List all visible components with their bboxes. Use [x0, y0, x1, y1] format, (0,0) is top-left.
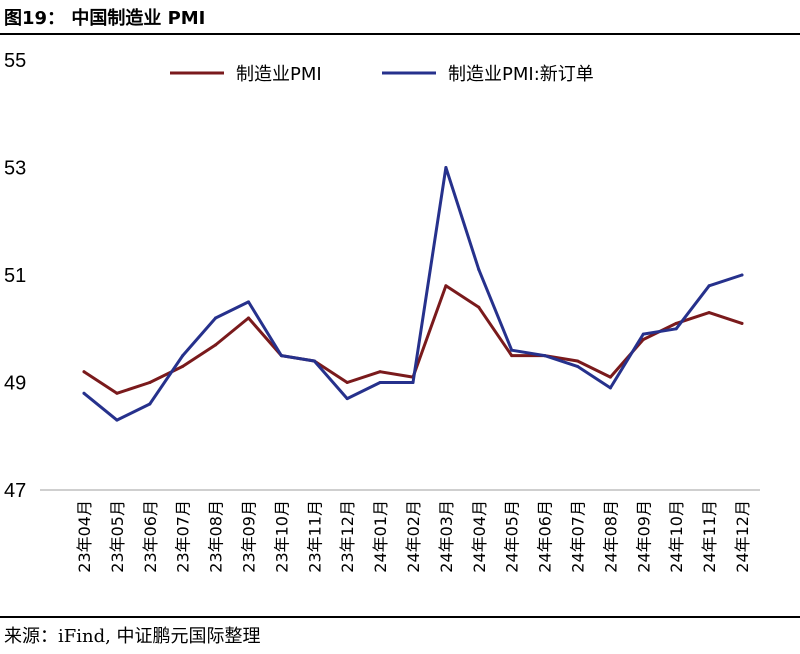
x-tick-label: 24年11月 — [700, 500, 719, 573]
y-tick-label: 55 — [4, 50, 26, 72]
series-2-point — [477, 268, 481, 272]
top-rule — [0, 33, 800, 35]
x-tick-label: 23年07月 — [174, 500, 193, 573]
x-tick-label: 24年05月 — [503, 500, 522, 573]
series-1-point — [641, 338, 645, 341]
y-tick-label: 53 — [4, 158, 26, 180]
x-tick-label: 24年02月 — [404, 500, 423, 573]
series-1-point — [247, 316, 250, 320]
series-1-point — [576, 359, 579, 363]
series-2-point — [115, 418, 119, 422]
x-tick-label: 23年09月 — [240, 500, 259, 573]
legend-label-1: 制造业PMI — [236, 64, 322, 85]
series-1-point — [674, 321, 678, 325]
series-2-point — [411, 381, 415, 384]
series-2-point — [214, 316, 218, 320]
series-1-point — [148, 381, 152, 384]
x-tick-label: 24年12月 — [733, 500, 752, 573]
series-1-point — [510, 354, 514, 358]
x-tick-label: 23年08月 — [207, 500, 226, 573]
x-tick-label: 23年12月 — [338, 500, 357, 573]
source-note: 来源：iFind, 中证鹏元国际整理 — [4, 626, 261, 647]
y-tick-label: 51 — [4, 265, 26, 287]
y-tick-label: 47 — [4, 480, 26, 502]
series-2-point — [510, 348, 514, 352]
series-2-point — [641, 332, 645, 336]
y-tick-label: 49 — [4, 373, 26, 395]
series-2-point — [247, 300, 250, 304]
series-1-point — [181, 364, 185, 368]
x-tick-label: 23年06月 — [141, 500, 160, 573]
bottom-rule — [0, 616, 800, 618]
series-2-point — [279, 354, 283, 358]
series-1-point — [608, 375, 612, 379]
series-2-point — [148, 402, 152, 406]
x-tick-label: 23年10月 — [272, 500, 291, 573]
series-1-point — [214, 343, 218, 347]
x-tick-label: 24年07月 — [569, 500, 588, 573]
series-2-point — [444, 166, 448, 169]
pmi-line-chart: 47 49 51 53 55 23年04月 23年05月 23年06月 23年07月 23年08月… — [4, 50, 760, 573]
series-2-point — [740, 273, 744, 277]
x-tick-label: 24年03月 — [437, 500, 456, 573]
series-2-point — [543, 354, 547, 358]
x-tick-label: 24年01月 — [371, 500, 390, 573]
x-tick-label: 24年08月 — [601, 500, 620, 573]
x-tick-label: 24年09月 — [634, 500, 653, 573]
series-1-point — [82, 370, 86, 374]
figure-title: 图19： 中国制造业 PMI — [4, 8, 206, 29]
x-tick-label: 23年11月 — [305, 500, 324, 573]
series-2-point — [378, 381, 382, 384]
series-1-point — [740, 321, 744, 325]
series-2-point — [312, 359, 316, 363]
x-tick-label: 23年05月 — [108, 500, 127, 573]
series-1-point — [345, 381, 349, 384]
series-1-point — [444, 284, 448, 288]
series-1-point — [707, 311, 711, 315]
x-tick-label: 24年06月 — [536, 500, 555, 573]
x-tick-label: 24年10月 — [667, 500, 686, 573]
series-2-point — [608, 386, 612, 390]
series-2-point — [82, 391, 86, 395]
series-2-point — [345, 397, 349, 401]
series-2-point — [181, 354, 185, 358]
series-2-point — [576, 364, 579, 368]
x-tick-label: 24年04月 — [470, 500, 489, 573]
series-1-point — [477, 305, 481, 309]
series-2-point — [707, 284, 711, 288]
series-2-point — [674, 327, 678, 331]
legend-label-2: 制造业PMI:新订单 — [448, 64, 594, 85]
series-1-point — [378, 370, 382, 374]
series-1-point — [115, 391, 119, 395]
x-tick-label: 23年04月 — [75, 500, 94, 573]
